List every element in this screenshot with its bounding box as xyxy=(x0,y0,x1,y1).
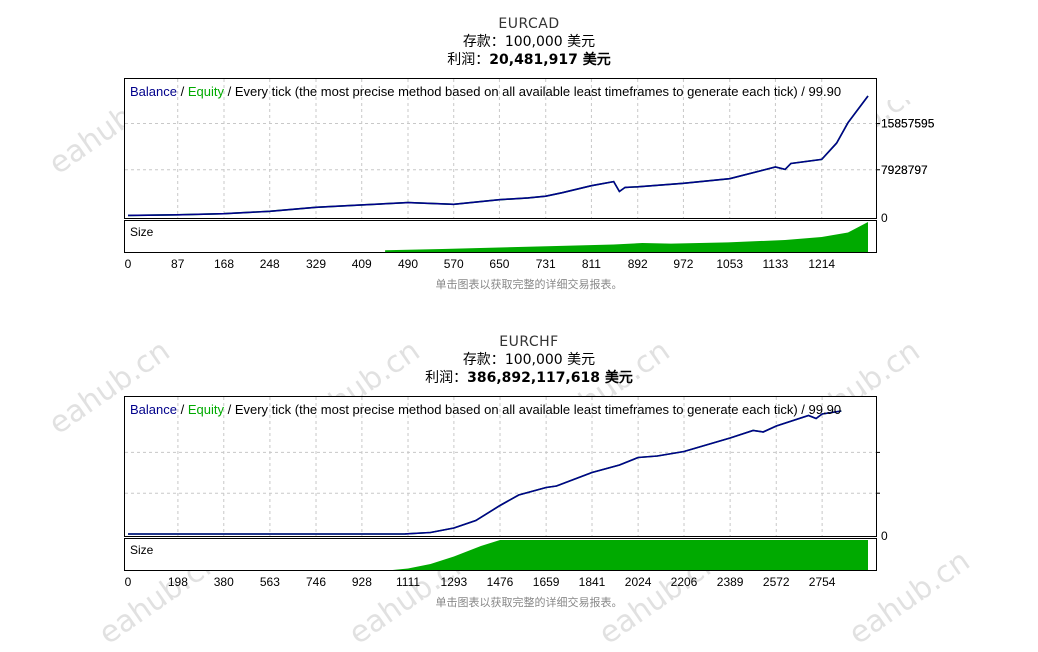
x-tick-label: 811 xyxy=(582,257,601,271)
x-tick-label: 1133 xyxy=(763,257,789,271)
deposit-value: 100,000 xyxy=(504,34,563,50)
legend-description: Every tick (the most precise method base… xyxy=(235,84,841,99)
deposit-line: 存款：100,000 美元 xyxy=(0,351,1038,369)
x-tick-label: 1841 xyxy=(579,575,606,589)
y-tick-label: 0 xyxy=(881,529,888,543)
x-tick-label: 198 xyxy=(168,575,188,589)
x-tick-label: 87 xyxy=(171,257,185,271)
chart-eurcad[interactable]: 0 7928797 15857595 Balance / Equity / Every… xyxy=(0,0,1038,631)
x-tick-label: 2754 xyxy=(809,575,836,589)
x-tick-label: 1111 xyxy=(396,575,420,589)
balance-line xyxy=(128,410,842,535)
x-tick-label: 650 xyxy=(489,257,509,271)
symbol-title: EURCHF xyxy=(499,334,559,350)
legend-balance: Balance xyxy=(130,402,177,417)
size-label: Size xyxy=(130,225,154,239)
y-tick-label: 15857595 xyxy=(881,117,935,131)
profit-unit: 美元 xyxy=(599,370,633,386)
legend-equity: Equity xyxy=(188,402,225,417)
x-tick-label: 0 xyxy=(125,575,132,589)
legend-description: Every tick (the most precise method base… xyxy=(235,402,841,417)
x-tick-label: 563 xyxy=(260,575,280,589)
deposit-label: 存款： xyxy=(462,352,505,368)
size-area xyxy=(392,540,868,570)
deposit-value: 100,000 xyxy=(504,352,563,368)
x-tick-label: 892 xyxy=(628,257,648,271)
x-tick-label: 928 xyxy=(352,575,372,589)
deposit-unit: 美元 xyxy=(562,34,596,50)
legend-clip xyxy=(877,400,947,418)
balance-line xyxy=(127,95,869,217)
legend-balance: Balance xyxy=(130,84,177,99)
profit-label: 利润： xyxy=(425,370,468,386)
report-caption[interactable]: 单击图表以获取完整的详细交易报表。 xyxy=(435,596,623,609)
x-tick-label: 2389 xyxy=(717,575,744,589)
legend: Balance / Equity / Every tick (the most … xyxy=(130,402,841,417)
legend-sep: / xyxy=(177,84,188,99)
profit-line: 利润：386,892,117,618 美元 xyxy=(0,369,1038,387)
chart-eurchf[interactable]: 0 Balance / Equity / Every tick (the most… xyxy=(0,0,1038,631)
x-tick-label: 490 xyxy=(398,257,418,271)
symbol-title: EURCAD xyxy=(498,16,560,32)
profit-value: 386,892,117,618 xyxy=(467,370,600,386)
x-tick-label: 0 xyxy=(125,257,132,271)
x-tick-label: 1476 xyxy=(487,575,514,589)
deposit-line: 存款：100,000 美元 xyxy=(0,33,1038,51)
y-tick-label: 15857595 xyxy=(881,117,935,131)
legend-sep: / xyxy=(177,402,188,417)
report-header-eurchf: EURCHF 存款：100,000 美元 利润：386,892,117,618 … xyxy=(0,334,1038,387)
legend-clip xyxy=(877,82,947,100)
profit-label: 利润： xyxy=(447,52,490,68)
plot-area xyxy=(124,78,877,219)
x-tick-label: 1053 xyxy=(716,257,743,271)
y-tick-label: 7928797 xyxy=(881,163,928,177)
x-tick-label: 329 xyxy=(306,257,326,271)
profit-line: 利润：20,481,917 美元 xyxy=(0,51,1038,69)
size-area xyxy=(385,222,868,252)
x-tick-label: 409 xyxy=(352,257,372,271)
x-tick-label: 731 xyxy=(536,257,556,271)
legend: Balance / Equity / Every tick (the most … xyxy=(130,84,841,99)
deposit-label: 存款： xyxy=(462,34,505,50)
x-tick-label: 972 xyxy=(673,257,693,271)
legend-sep: / xyxy=(224,402,235,417)
x-tick-label: 2024 xyxy=(625,575,652,589)
report-caption[interactable]: 单击图表以获取完整的详细交易报表。 xyxy=(435,278,623,291)
x-tick-label: 2572 xyxy=(763,575,790,589)
x-tick-label: 1293 xyxy=(441,575,468,589)
x-tick-label: 1659 xyxy=(533,575,560,589)
profit-unit: 美元 xyxy=(577,52,611,68)
report-header-eurcad: EURCAD 存款：100,000 美元 利润：20,481,917 美元 xyxy=(0,16,1038,69)
x-tick-label: 380 xyxy=(214,575,234,589)
x-tick-label: 248 xyxy=(260,257,280,271)
x-tick-label: 2206 xyxy=(671,575,698,589)
y-tick-label: 0 xyxy=(881,211,888,225)
profit-value: 20,481,917 xyxy=(489,52,578,68)
deposit-unit: 美元 xyxy=(562,352,596,368)
x-tick-label: 1214 xyxy=(808,257,835,271)
x-tick-label: 746 xyxy=(306,575,326,589)
y-tick-label: 7928797 xyxy=(881,163,928,177)
x-tick-label: 570 xyxy=(444,257,464,271)
legend-sep: / xyxy=(224,84,235,99)
x-tick-label: 168 xyxy=(214,257,234,271)
size-label: Size xyxy=(130,543,154,557)
legend-equity: Equity xyxy=(188,84,225,99)
size-panel xyxy=(124,220,877,253)
